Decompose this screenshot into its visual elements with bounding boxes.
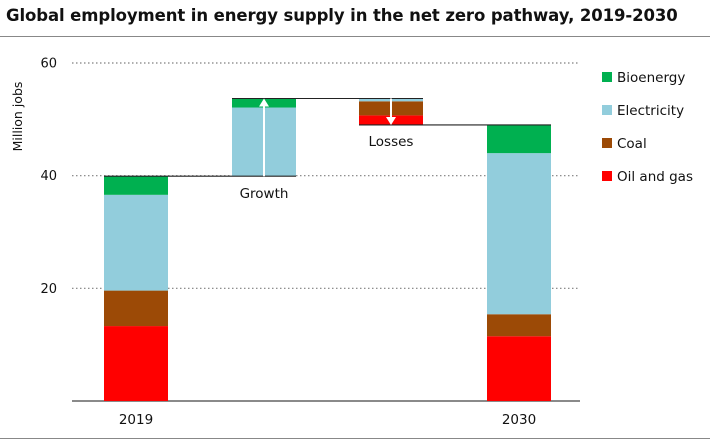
bar-2030-bioenergy [487,124,551,154]
annotation-losses: Losses [369,134,414,150]
x-tick-label-2019: 2019 [119,412,153,428]
y-tick-label-60: 60 [40,57,57,72]
y-tick-label-20: 20 [40,282,57,297]
bar-2019-bioenergy [104,176,168,195]
chart-title: Global employment in energy supply in th… [6,6,678,25]
annotation-growth: Growth [240,186,289,202]
legend-label-bioenergy: Bioenergy [617,70,685,86]
arrow-up-icon [259,98,269,107]
arrow-down-icon [386,116,396,125]
legend-label-oil-and-gas: Oil and gas [617,169,693,185]
legend-swatch-electricity [602,105,612,115]
legend-label-coal: Coal [617,136,647,152]
legend-swatch-bioenergy [602,72,612,82]
bar-2019-coal [104,290,168,327]
bar-2019-oil-and-gas [104,326,168,401]
title-divider [0,36,710,37]
y-tick-label-40: 40 [40,169,57,184]
bar-2030-coal [487,314,551,337]
legend-label-electricity: Electricity [617,103,684,119]
x-tick-label-2030: 2030 [502,412,536,428]
legend-swatch-coal [602,138,612,148]
legend-swatch-oil-and-gas [602,171,612,181]
y-axis-label: Million jobs [10,82,25,152]
bar-2019-electricity [104,194,168,291]
bottom-divider [0,438,710,439]
bar-2030-oil-and-gas [487,336,551,401]
bar-2030-electricity [487,153,551,315]
